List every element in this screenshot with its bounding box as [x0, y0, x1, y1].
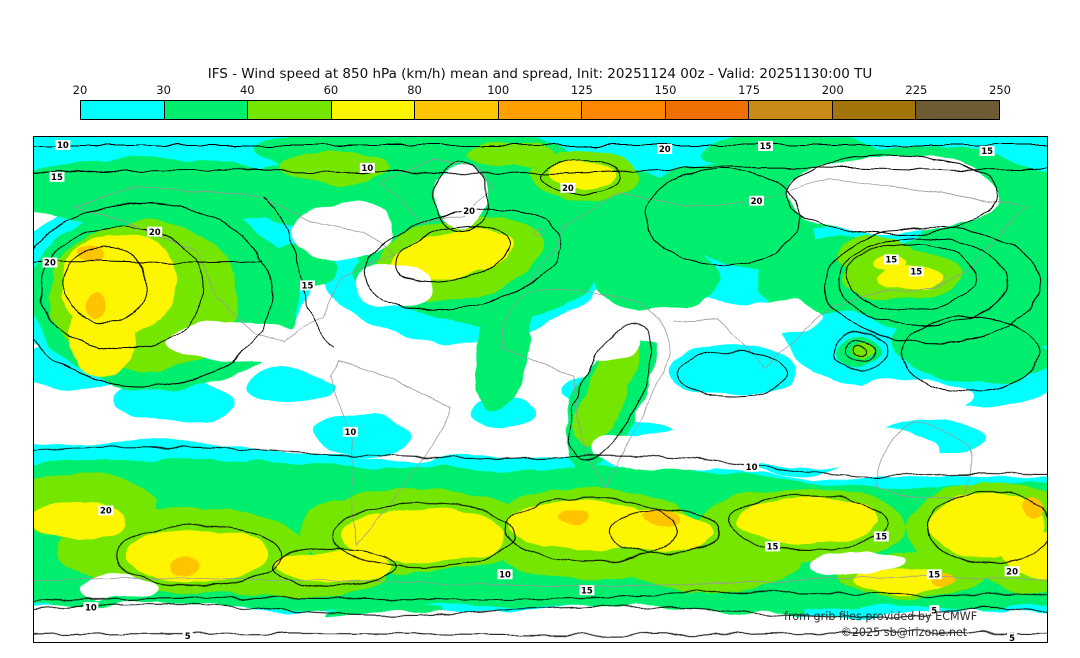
spread-contour-label: 15	[875, 532, 887, 542]
spread-contour-label: 5	[185, 631, 191, 641]
spread-contour-label-box	[873, 531, 889, 542]
spread-contour-lines	[34, 144, 1047, 636]
attribution-line-2: ©2025 sb@irizone.net	[841, 626, 968, 639]
spread-contour-label: 15	[885, 255, 897, 265]
spread-contour-label: 15	[910, 267, 922, 277]
colorbar-segment	[749, 101, 833, 119]
spread-contour-label-box	[299, 280, 315, 291]
spread-contour-label-box	[182, 631, 193, 642]
colorbar-segment	[415, 101, 499, 119]
colorbar-segment	[916, 101, 1000, 119]
colorbar-tick-label: 100	[487, 83, 510, 97]
colorbar-segment	[498, 101, 583, 119]
spread-contour-label: 10	[85, 602, 97, 612]
fill-layer-yellow	[34, 161, 1047, 593]
spread-contour-label: 20	[44, 258, 56, 268]
spread-contour-label-box	[908, 266, 924, 277]
colorbar-bar	[80, 100, 1000, 120]
spread-contour-label: 20	[149, 227, 161, 237]
spread-contour-label: 20	[659, 144, 671, 154]
spread-contour-label-box	[42, 257, 58, 268]
spread-contour-label-box	[929, 605, 940, 616]
colorbar-tick-label: 175	[738, 83, 761, 97]
colorbar-tick-label: 40	[239, 83, 255, 97]
colorbar-tick-label: 200	[821, 83, 844, 97]
spread-contour-label-box	[979, 145, 995, 156]
spread-contour-label-box	[359, 162, 375, 173]
colorbar-tick-label: 125	[570, 83, 593, 97]
spread-contour-label: 15	[767, 542, 779, 552]
spread-contour-label-box	[147, 226, 163, 237]
spread-contour-label: 20	[562, 183, 574, 193]
attribution-line-1: from grib files provided by ECMWF	[784, 610, 977, 623]
spread-contour-label: 10	[361, 163, 373, 173]
spread-contour-label-box	[883, 254, 899, 265]
spread-contour-label: 15	[981, 146, 993, 156]
colorbar-tick-label: 150	[654, 83, 677, 97]
colorbar-segment	[164, 101, 249, 119]
spread-contour-label-box	[461, 205, 477, 216]
spread-contour-label: 15	[51, 172, 63, 182]
spread-contour-label-box	[579, 585, 595, 596]
spread-contour-label: 20	[463, 206, 475, 216]
spread-contour-label-box	[749, 195, 765, 206]
colorbar-ticks: 20 30 40 60 80 100 125 150 175 200 225 250	[73, 83, 1011, 98]
spread-contour-label: 15	[581, 585, 593, 595]
spread-contour-label: 15	[760, 141, 772, 151]
colorbar-tick-label: 20	[72, 83, 88, 97]
colorbar-segment	[81, 101, 165, 119]
spread-contour-label: 20	[100, 506, 112, 516]
spread-contour-label-box	[560, 182, 576, 193]
spread-contour-labels: 10 15 20 20 15 10 20 20 20 15 20 15 15 15 10 10 20 15 15 15…	[42, 139, 1020, 642]
spread-contour-label-box	[758, 140, 774, 151]
colorbar-tick-label: 60	[323, 83, 339, 97]
spread-contour-label: 10	[57, 140, 69, 150]
fill-layer-orange	[75, 246, 1044, 587]
colorbar-segment	[331, 101, 416, 119]
spread-contour-label: 10	[344, 427, 356, 437]
spread-contour-label: 5	[1009, 633, 1015, 642]
spread-contour-label: 5	[931, 605, 937, 615]
colorbar-tick-label: 80	[407, 83, 422, 97]
map-svg: 10 15 20 20 15 10 20 20 20 15 20 15 15 15 10 10 20 15 15 15…	[34, 137, 1047, 642]
spread-contour-label: 10	[746, 462, 758, 472]
colorbar-segment	[665, 101, 750, 119]
spread-contour-label-box	[1004, 566, 1020, 577]
spread-contour-label: 15	[302, 281, 314, 291]
spread-contour-label-box	[342, 426, 358, 437]
page-title: IFS - Wind speed at 850 hPa (km/h) mean …	[207, 66, 873, 82]
spread-contour-label-box	[83, 602, 99, 613]
colorbar-tick-label: 250	[989, 83, 1011, 97]
spread-contour-label: 20	[751, 196, 763, 206]
spread-contour-label: 20	[1006, 566, 1018, 576]
spread-contour-label-box	[49, 171, 65, 182]
spread-contour-label-box	[657, 143, 673, 154]
spread-contour-label-box	[98, 505, 114, 516]
spread-contour-label-box	[765, 541, 781, 552]
spread-contour-label-box	[1007, 633, 1018, 642]
colorbar-tick-label: 30	[156, 83, 171, 97]
colorbar: 20 30 40 60 80 100 125 150 175 200 225 250	[73, 83, 1011, 120]
colorbar-segment	[832, 101, 917, 119]
spread-contour-label: 10	[499, 569, 511, 579]
spread-contour-label-box	[497, 569, 513, 580]
colorbar-segment	[582, 101, 666, 119]
spread-contour-label-box	[55, 139, 71, 150]
colorbar-segment	[248, 101, 332, 119]
spread-contour-label-box	[926, 569, 942, 580]
colorbar-tick-label: 225	[905, 83, 928, 97]
spread-contour-label-box	[744, 461, 760, 472]
weather-map: 10 15 20 20 15 10 20 20 20 15 20 15 15 15 10 10 20 15 15 15…	[33, 136, 1048, 643]
spread-contour-label: 15	[928, 569, 940, 579]
